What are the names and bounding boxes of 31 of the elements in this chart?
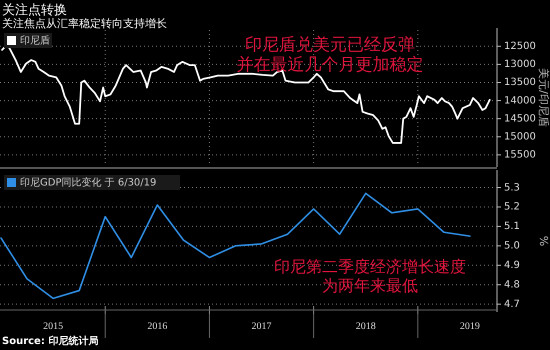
- y-tick-label: 4.7: [504, 298, 520, 310]
- y-tick-label: 5.2: [504, 202, 520, 213]
- annotation: 印尼第二季度经济增长速度: [274, 257, 466, 276]
- y-tick-label: 4.8: [504, 279, 520, 290]
- y-tick-label: 5.1: [504, 221, 520, 232]
- annotation: 印尼盾兑美元已经反弹: [245, 35, 415, 55]
- annotation: 为两年来最低: [322, 276, 418, 295]
- y-tick-label: 5.0: [504, 240, 520, 252]
- x-tick-label: 2019: [460, 321, 480, 332]
- x-tick-label: 2018: [356, 321, 376, 332]
- y-tick-label: 15000: [504, 132, 536, 143]
- y-tick-label: 12500: [504, 41, 536, 52]
- chart-title: 关注点转换: [2, 3, 67, 18]
- x-tick-label: 2015: [43, 321, 64, 332]
- chart-subtitle: 关注焦点从汇率稳定转向支持增长: [2, 17, 167, 30]
- line-series: [0, 192, 471, 300]
- legend-label: 印尼GDP同比变化 于 6/30/19: [20, 176, 156, 189]
- y-tick-label: 14500: [504, 113, 536, 124]
- x-tick-label: 2017: [252, 321, 272, 332]
- source-note: Source: 印尼统计局: [2, 335, 98, 347]
- y-tick-label: 14000: [504, 95, 536, 106]
- legend-label: 印尼盾: [20, 34, 50, 47]
- y-tick-label: 15500: [504, 150, 536, 161]
- y-tick-label: 5.3: [504, 182, 520, 194]
- y-axis-title: 美元/印尼盾: [537, 68, 550, 127]
- y-axis-title: %: [537, 236, 550, 246]
- annotation: 并在最近几个月更加稳定: [236, 55, 424, 75]
- y-tick-label: 13000: [504, 59, 536, 70]
- x-tick-label: 2016: [147, 321, 168, 332]
- y-tick-label: 4.9: [504, 260, 520, 272]
- y-tick-label: 13500: [504, 77, 536, 88]
